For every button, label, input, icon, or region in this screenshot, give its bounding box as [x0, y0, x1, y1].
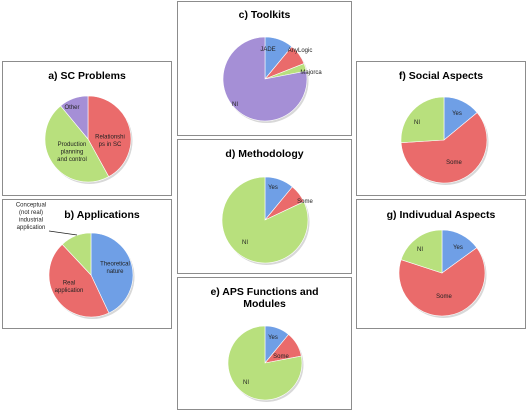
panel-a: a) SC Problems Relationshi ps in SC Produc… [2, 61, 172, 196]
slice-label-theoretical-nature: Theoretical nature [100, 262, 130, 276]
slice-label-some: Some [297, 199, 313, 205]
slice-label-majorca: Majorca [300, 70, 322, 76]
slice-label-yes: Yes [268, 185, 278, 191]
slice-label-ni: NI [417, 247, 423, 253]
pie-chart: Yes Some NI [400, 96, 489, 185]
leader-line [48, 230, 78, 236]
slice-label-ni: NI [242, 240, 248, 246]
chart-title: c) Toolkits [238, 9, 291, 21]
pie-slice-other [60, 95, 89, 140]
pie-chart: Theoretical nature Real application Conceptu… [16, 203, 135, 319]
chart-title: b) Applications [64, 209, 140, 221]
slice-label-ni: NI [232, 102, 238, 108]
chart-title: e) APS Functions and Modules [210, 286, 319, 310]
slice-label-ni: NI [414, 120, 420, 126]
slice-label-yes: Yes [268, 335, 278, 341]
chart-title: a) SC Problems [48, 70, 126, 82]
pie-chart: Yes Some NI [227, 325, 304, 402]
pie-slice-real-application [48, 243, 110, 318]
slice-label-anylogic: AnyLogic [288, 48, 313, 54]
panel-g: g) Indivudual Aspects Yes Some NI [356, 199, 526, 329]
pie-slice-ni [222, 36, 308, 122]
slice-label-some: Some [436, 294, 452, 300]
panel-c: c) Toolkits JADE AnyLogic Majorca NI [177, 1, 352, 136]
slice-label-real-application: Real application [55, 281, 84, 295]
slice-label-some: Some [446, 160, 462, 166]
pie-slice-some [398, 247, 486, 317]
pie-slice-some [400, 112, 488, 184]
slice-label-yes: Yes [452, 111, 462, 117]
pie-slice-ni [227, 325, 303, 401]
panel-f: f) Social Aspects Yes Some NI [356, 61, 526, 196]
slice-label-production-planning-and-control: Production planning and control [57, 142, 87, 163]
panel-d: d) Methodology Yes Some NI [177, 139, 352, 274]
panel-b: b) Applications Theoretical nature Real app… [2, 199, 172, 329]
slice-label-other: Other [64, 105, 79, 111]
pie-slice-relationships-in-sc [87, 95, 132, 178]
pie-chart: Yes Some NI [398, 229, 487, 318]
slice-label-ni: NI [243, 380, 249, 386]
pie-slice-conceptual-not-real-industrial-application [61, 232, 92, 276]
pie-slice-ni [400, 96, 445, 144]
pie-slice-ni [400, 229, 443, 274]
pie-chart: Yes Some NI [221, 176, 313, 265]
pie-slice-theoretical-nature [90, 232, 134, 314]
chart-title: d) Methodology [225, 148, 304, 160]
slice-label-conceptual-not-real-industrial-application: Conceptual (not real) industrial applicatio… [16, 203, 46, 232]
pie-slice-ni [221, 176, 309, 264]
pie-chart: Relationshi ps in SC Production planning and… [44, 95, 133, 184]
pie-chart: JADE AnyLogic Majorca NI [222, 36, 322, 123]
chart-title: g) Indivudual Aspects [386, 209, 496, 221]
pie-slice-production-planning-and-control [44, 105, 110, 183]
slice-label-yes: Yes [453, 245, 463, 251]
slice-label-some: Some [273, 354, 289, 360]
slice-label-jade: JADE [260, 47, 275, 53]
slice-label-relationships-in-sc: Relationshi ps in SC [95, 135, 125, 149]
panel-e: e) APS Functions and Modules Yes Some NI [177, 277, 352, 410]
chart-title: f) Social Aspects [398, 70, 484, 82]
